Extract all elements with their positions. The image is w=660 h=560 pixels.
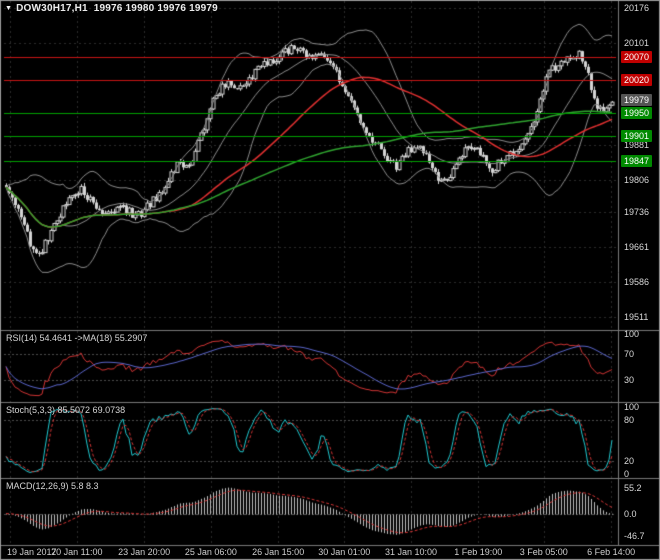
price-axis-label: 20176	[624, 3, 650, 13]
price-badge-support[interactable]: 19950	[621, 107, 653, 119]
time-axis-label: 25 Jan 06:00	[184, 547, 237, 557]
macd-axis-label: -46.7	[624, 530, 645, 541]
price-badge-current[interactable]: 19979	[621, 93, 653, 106]
stoch-axis-label: 100	[624, 402, 640, 412]
price-axis-label: 19881	[624, 140, 650, 151]
stoch-axis-label: 80	[624, 415, 635, 426]
price-axis-label: 19661	[624, 242, 650, 253]
macd-axis-label: 55.2	[624, 482, 642, 493]
price-axis[interactable]: 20176 20101 19881 19806 19736 19661 19586 19511…	[620, 0, 660, 545]
price-badge-support[interactable]: 19847	[621, 154, 653, 167]
time-axis-label: 26 Jan 15:00	[252, 547, 305, 557]
rsi-indicator-label: RSI(14) 54.4641 ->MA(18) 55.2907	[6, 333, 148, 343]
price-badge-support[interactable]: 19901	[621, 129, 653, 142]
chart-title-text: DOW30H17,H1 19976 19980 19976 19979	[16, 3, 218, 14]
stoch-indicator-label: Stoch(5,3,3) 85.5072 69.0738	[6, 405, 126, 415]
price-badge-resistance[interactable]: 20070	[621, 51, 653, 64]
price-axis-label: 19736	[624, 207, 650, 218]
time-axis-label: 19 Jan 2017	[7, 547, 57, 557]
chart-title: ▼ DOW30H17,H1 19976 19980 19976 19979	[5, 3, 218, 14]
rsi-axis-label: 30	[624, 374, 635, 385]
stoch-axis-label: 20	[624, 455, 635, 466]
rsi-axis-label: 100	[624, 329, 640, 339]
time-axis-label: 23 Jan 20:00	[118, 547, 171, 557]
macd-indicator-label: MACD(12,26,9) 5.8 8.3	[6, 481, 99, 491]
price-axis-label: 19586	[624, 277, 650, 288]
price-axis-label: 20101	[624, 37, 650, 48]
rsi-axis-label: 70	[624, 348, 635, 359]
time-axis-label: 3 Feb 05:00	[519, 547, 568, 557]
price-badge-resistance[interactable]: 20020	[621, 74, 653, 87]
time-axis-label: 1 Feb 19:00	[454, 547, 503, 557]
price-axis-label: 19511	[624, 312, 649, 322]
time-axis[interactable]: 19 Jan 2017 20 Jan 11:00 23 Jan 20:00 25 Ja…	[0, 546, 660, 560]
symbol-marker-icon: ▼	[5, 5, 13, 12]
price-axis-label: 19806	[624, 174, 650, 185]
time-axis-label: 30 Jan 01:00	[318, 547, 371, 557]
stoch-axis-label: 0	[624, 469, 630, 479]
time-axis-label: 6 Feb 14:00	[587, 547, 636, 557]
time-axis-label: 20 Jan 11:00	[51, 547, 103, 557]
time-axis-label: 31 Jan 10:00	[384, 547, 437, 557]
macd-axis-label: 0.0	[624, 508, 637, 519]
